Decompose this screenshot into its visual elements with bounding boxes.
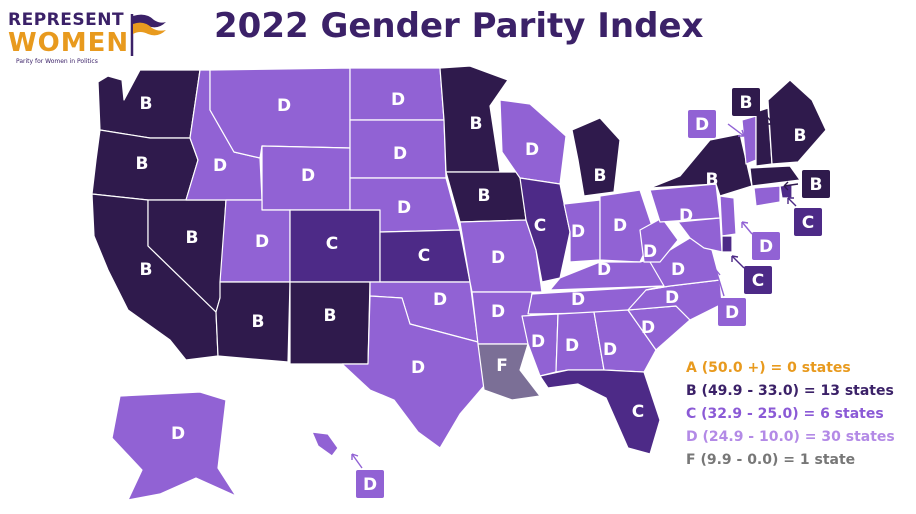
grade-label-co: C xyxy=(326,234,338,254)
grade-label-id: D xyxy=(213,156,227,176)
grade-label-in: D xyxy=(571,222,585,242)
callout-label-ma: B xyxy=(810,175,823,195)
grade-label-mt: D xyxy=(277,96,291,116)
grade-label-ut: D xyxy=(255,232,269,252)
grade-label-tn: D xyxy=(571,290,585,310)
grade-label-mo: D xyxy=(491,248,505,268)
state-ct xyxy=(753,185,781,207)
legend-item-b: B (49.9 - 33.0) = 13 states xyxy=(686,383,894,399)
grade-label-sc: D xyxy=(641,318,655,338)
grade-label-ia: B xyxy=(478,186,491,206)
grade-label-ky: D xyxy=(597,260,611,280)
grade-label-ne: D xyxy=(397,198,411,218)
grade-label-ar: D xyxy=(491,302,505,322)
grade-label-ny: B xyxy=(706,170,719,190)
grade-label-oh: D xyxy=(613,216,627,236)
grade-label-nc: D xyxy=(665,288,679,308)
grade-label-nv: B xyxy=(186,228,199,248)
grade-label-wv: D xyxy=(643,242,657,262)
callout-label-vt: D xyxy=(695,115,709,135)
state-il xyxy=(519,177,571,283)
grade-label-az: B xyxy=(252,312,265,332)
state-md xyxy=(677,217,723,253)
logo-line-2: WOMEN xyxy=(8,28,130,58)
grade-label-me: B xyxy=(794,126,807,146)
grade-label-sd: D xyxy=(393,144,407,164)
callout-de: C xyxy=(731,255,772,294)
grade-label-wa: B xyxy=(140,94,153,114)
state-ga xyxy=(593,309,657,373)
grade-label-ga: D xyxy=(603,340,617,360)
logo-tagline: Parity for Women in Politics xyxy=(16,58,98,65)
state-ak xyxy=(111,391,237,501)
callout-label-nh: B xyxy=(740,93,753,113)
callout-ct: D xyxy=(741,221,780,260)
grade-label-or: B xyxy=(136,154,149,174)
callout-label-md: D xyxy=(725,303,739,323)
state-tx xyxy=(341,295,485,449)
grade-label-ks: C xyxy=(418,246,430,266)
grade-label-la: F xyxy=(496,356,508,376)
grade-label-mi: B xyxy=(594,166,607,186)
callout-md: D xyxy=(713,269,746,326)
represent-women-logo: REPRESENT WOMEN Parity for Women in Poli… xyxy=(6,8,166,66)
page-title: 2022 Gender Parity Index xyxy=(214,6,704,46)
state-fl xyxy=(539,369,661,455)
callout-label-ri: C xyxy=(802,213,814,233)
callout-nh: B xyxy=(732,88,775,125)
grade-label-al: D xyxy=(565,336,579,356)
callout-label-ct: D xyxy=(759,237,773,257)
state-in xyxy=(563,199,601,263)
state-de xyxy=(721,235,733,253)
grade-label-va: D xyxy=(671,260,685,280)
state-hi xyxy=(311,431,339,457)
legend-item-f: F (9.9 - 0.0) = 1 state xyxy=(686,452,856,468)
state-nj xyxy=(719,195,737,237)
legend-item-a: A (50.0 +) = 0 states xyxy=(686,360,851,376)
state-wv xyxy=(639,217,679,263)
grade-label-tx: D xyxy=(411,358,425,378)
grade-label-ok: D xyxy=(433,290,447,310)
grade-label-fl: C xyxy=(632,402,644,422)
state-mi xyxy=(571,117,621,197)
legend-item-c: C (32.9 - 25.0) = 6 states xyxy=(686,406,884,422)
callout-ma: B xyxy=(783,170,830,198)
state-me xyxy=(767,79,827,165)
callout-label-de: C xyxy=(752,271,764,291)
grade-label-il: C xyxy=(534,216,546,236)
grade-label-ak: D xyxy=(171,424,185,444)
grade-label-ms: D xyxy=(531,332,545,352)
grade-label-wy: D xyxy=(301,166,315,186)
callout-label-hi: D xyxy=(363,475,377,495)
callout-hi: D xyxy=(351,453,384,498)
legend-item-d: D (24.9 - 10.0) = 30 states xyxy=(686,429,895,445)
grade-label-nm: B xyxy=(324,306,337,326)
grade-legend: A (50.0 +) = 0 states B (49.9 - 33.0) = … xyxy=(686,360,895,475)
flag-icon xyxy=(130,14,166,56)
state-mn xyxy=(439,65,509,173)
grade-label-mn: B xyxy=(470,114,483,134)
grade-label-wi: D xyxy=(525,140,539,160)
grade-label-pa: D xyxy=(679,206,693,226)
logo-line-1: REPRESENT xyxy=(8,10,125,30)
grade-label-ca: B xyxy=(140,260,153,280)
state-ma xyxy=(749,165,801,187)
callout-vt: D xyxy=(688,110,745,138)
grade-label-nd: D xyxy=(391,90,405,110)
callout-ri: C xyxy=(787,197,822,236)
